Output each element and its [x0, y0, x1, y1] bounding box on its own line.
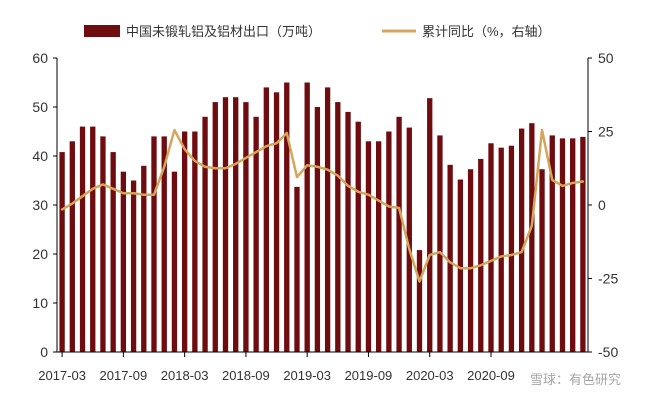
bar [406, 127, 412, 352]
bar [59, 152, 65, 352]
bar [192, 131, 198, 352]
bar [151, 136, 157, 352]
bar [304, 82, 310, 352]
axes [56, 58, 589, 353]
bar [79, 126, 86, 352]
bar [181, 131, 188, 352]
bar [314, 107, 321, 352]
line-series [60, 128, 585, 283]
x-ticks: 2017-03 2017-09 2018-03 2018-09 2019-03 2019-… [38, 352, 515, 383]
y-right-tick-label: -50 [598, 344, 618, 360]
bar [324, 87, 331, 353]
bar [202, 116, 208, 352]
bar [345, 111, 351, 353]
bar [69, 141, 75, 352]
bar [498, 147, 504, 352]
y-right-tick-label: -25 [598, 271, 618, 287]
y-left-tick-label: 0 [40, 344, 48, 360]
bar [559, 138, 566, 352]
bar [161, 136, 167, 352]
legend-swatch-bar [84, 25, 120, 37]
bar [457, 179, 464, 352]
bar [253, 116, 259, 352]
bar [447, 164, 453, 352]
bar [110, 152, 116, 352]
legend-label-line: 累计同比（%，右轴） [422, 24, 551, 39]
bar [233, 97, 239, 352]
watermark: 雪球：有色研究 [530, 372, 621, 387]
legend: 中国未锻轧铝及铝材出口（万吨） 累计同比（%，右轴） [84, 24, 551, 39]
x-tick-label: 2020-03 [406, 368, 454, 383]
bar [437, 135, 443, 352]
bar [294, 186, 300, 352]
bar [518, 128, 525, 352]
bar [427, 98, 433, 353]
x-tick-label: 2017-09 [100, 368, 148, 383]
x-tick-label: 2017-03 [38, 368, 86, 383]
y-right-tick-label: 25 [598, 124, 614, 140]
legend-label-bar: 中国未锻轧铝及铝材出口（万吨） [126, 24, 321, 39]
bar [212, 102, 218, 352]
bar [478, 158, 484, 352]
bar [529, 123, 535, 352]
bar [396, 116, 402, 352]
bar [100, 136, 106, 352]
bar [580, 136, 586, 352]
bar [365, 141, 372, 352]
bar [488, 143, 494, 352]
bar [222, 97, 229, 352]
y-left-tick-label: 30 [32, 197, 48, 213]
bar [376, 141, 382, 352]
y-right-ticks: -50 -25 0 25 50 [588, 50, 618, 360]
y-left-tick-label: 40 [32, 148, 48, 164]
y-left-tick-label: 10 [32, 295, 48, 311]
bar [243, 102, 249, 352]
bar [130, 180, 137, 352]
bar [570, 138, 576, 352]
bar [508, 145, 515, 352]
bar [284, 82, 290, 352]
x-tick-label: 2019-09 [345, 368, 393, 383]
x-tick-label: 2018-09 [222, 368, 270, 383]
bar [386, 131, 392, 352]
bar [273, 92, 280, 353]
bar [120, 171, 127, 352]
y-left-tick-label: 50 [32, 99, 48, 115]
bar [539, 169, 545, 352]
bar [335, 102, 341, 352]
bar [171, 171, 178, 352]
x-tick-label: 2018-03 [161, 368, 209, 383]
y-left-ticks: 0 10 20 30 40 50 60 [32, 50, 57, 360]
bar [263, 87, 269, 353]
x-tick-label: 2020-09 [467, 368, 515, 383]
bar [90, 126, 96, 352]
y-left-tick-label: 20 [32, 246, 48, 262]
bar [416, 250, 423, 352]
bar [141, 165, 147, 352]
y-left-tick-label: 60 [32, 50, 48, 66]
bar [355, 121, 361, 352]
bar [467, 169, 474, 352]
bar [549, 135, 555, 352]
line-series-path [60, 128, 585, 283]
y-right-tick-label: 50 [598, 50, 614, 66]
x-tick-label: 2019-03 [283, 368, 331, 383]
y-right-tick-label: 0 [598, 197, 606, 213]
bar-series [59, 82, 586, 353]
